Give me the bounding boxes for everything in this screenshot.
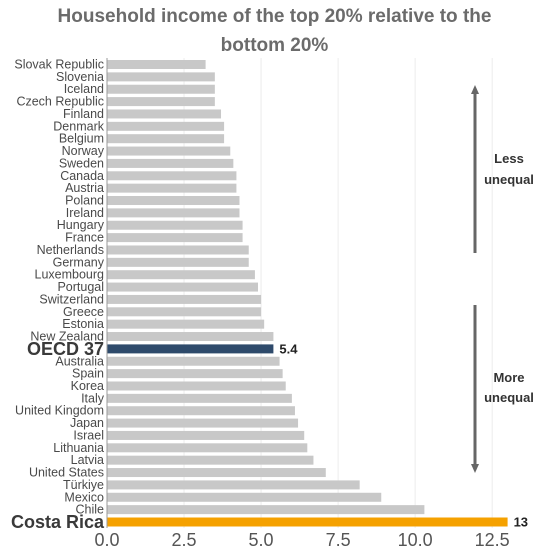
bar-korea xyxy=(107,381,286,391)
bar-costa-rica xyxy=(107,517,508,527)
x-tick-label: 10.0 xyxy=(398,530,433,550)
bars xyxy=(107,60,508,527)
bar-united-kingdom xyxy=(107,406,295,416)
category-label: Denmark xyxy=(53,119,104,133)
bar-poland xyxy=(107,196,240,206)
category-label: Hungary xyxy=(57,218,105,232)
bar-belgium xyxy=(107,134,225,144)
category-label: Italy xyxy=(81,391,105,405)
bar-estonia xyxy=(107,319,265,329)
category-label: Norway xyxy=(62,144,105,158)
bar-luxembourg xyxy=(107,270,255,280)
bar-united-states xyxy=(107,468,326,478)
category-label: France xyxy=(65,231,104,245)
category-label: Australia xyxy=(55,354,104,368)
bar-switzerland xyxy=(107,294,262,304)
category-label: Slovak Republic xyxy=(14,58,104,72)
less-unequal-label: Less xyxy=(494,151,524,166)
bar-australia xyxy=(107,356,280,366)
bar-denmark xyxy=(107,121,225,131)
category-label: Latvia xyxy=(71,453,104,467)
category-label: Belgium xyxy=(59,132,104,146)
bar-latvia xyxy=(107,455,314,465)
bar-greece xyxy=(107,307,262,317)
bar-austria xyxy=(107,183,237,193)
bar-hungary xyxy=(107,220,243,230)
more-unequal-label: unequal xyxy=(484,390,534,405)
bar-oecd-37 xyxy=(107,344,274,354)
category-label: Switzerland xyxy=(39,292,104,306)
bar-japan xyxy=(107,418,299,428)
category-label: Estonia xyxy=(62,317,104,331)
bar-slovenia xyxy=(107,72,215,82)
category-label: Portugal xyxy=(57,280,104,294)
category-label: United States xyxy=(29,466,104,480)
x-tick-label: 2.5 xyxy=(172,530,197,550)
bar-chile xyxy=(107,505,425,515)
category-label: OECD 37 xyxy=(27,339,104,359)
bar-czech-republic xyxy=(107,97,215,107)
bar-spain xyxy=(107,369,283,379)
x-tick-label: 12.5 xyxy=(475,530,510,550)
bar-netherlands xyxy=(107,245,249,255)
category-label: Luxembourg xyxy=(35,268,105,282)
category-label: Finland xyxy=(63,107,104,121)
category-label: Costa Rica xyxy=(11,512,105,532)
category-label: Greece xyxy=(63,305,104,319)
bar-sweden xyxy=(107,158,234,168)
bar-new-zealand xyxy=(107,332,274,342)
category-label: Israel xyxy=(73,428,104,442)
bar-iceland xyxy=(107,84,215,94)
category-label: Spain xyxy=(72,367,104,381)
category-label: Poland xyxy=(65,194,104,208)
category-label: Germany xyxy=(53,255,105,269)
category-label: Mexico xyxy=(64,490,104,504)
bar-germany xyxy=(107,257,249,267)
category-label: Netherlands xyxy=(37,243,104,257)
bar-lithuania xyxy=(107,443,308,453)
x-axis: 0.0 2.5 5.0 7.5 10.0 12.5 xyxy=(94,58,510,550)
category-label: Iceland xyxy=(64,82,104,96)
bar-t-rkiye xyxy=(107,480,360,490)
category-label: Ireland xyxy=(66,206,104,220)
bar-israel xyxy=(107,430,305,440)
arrow-head-up xyxy=(471,85,479,94)
arrow-head-down xyxy=(471,464,479,473)
less-unequal-label: unequal xyxy=(484,172,534,187)
category-label: Chile xyxy=(76,503,105,517)
bar-finland xyxy=(107,109,222,119)
category-label: Türkiye xyxy=(63,478,104,492)
bar-canada xyxy=(107,171,237,181)
chart-title: Household income of the top 20% relative… xyxy=(0,2,549,60)
chart-title-line-1: Household income of the top 20% relative… xyxy=(57,6,492,27)
annotations: Less unequal More unequal xyxy=(471,85,534,473)
bar-slovak-republic xyxy=(107,60,206,69)
category-label: Austria xyxy=(65,181,104,195)
x-tick-label: 7.5 xyxy=(326,530,351,550)
value-label: 13 xyxy=(514,515,528,530)
bar-italy xyxy=(107,393,292,403)
category-label: Slovenia xyxy=(56,70,104,84)
bar-ireland xyxy=(107,208,240,218)
value-label: 5.4 xyxy=(279,341,298,356)
bar-portugal xyxy=(107,282,258,292)
category-label: Lithuania xyxy=(53,441,104,455)
x-tick-label: 0.0 xyxy=(94,530,119,550)
value-labels: 5.4 13 xyxy=(279,341,528,529)
category-label: Korea xyxy=(71,379,104,393)
bar-norway xyxy=(107,146,231,156)
category-label: New Zealand xyxy=(30,330,104,344)
category-label: Canada xyxy=(60,169,104,183)
bar-france xyxy=(107,233,243,243)
category-label: Japan xyxy=(70,416,104,430)
chart-title-line-2: bottom 20% xyxy=(220,35,329,56)
category-label: Sweden xyxy=(59,156,104,170)
category-label: Czech Republic xyxy=(16,95,104,109)
category-label: United Kingdom xyxy=(15,404,104,418)
x-tick-label: 5.0 xyxy=(249,530,274,550)
more-unequal-label: More xyxy=(493,370,524,385)
bar-mexico xyxy=(107,492,382,502)
